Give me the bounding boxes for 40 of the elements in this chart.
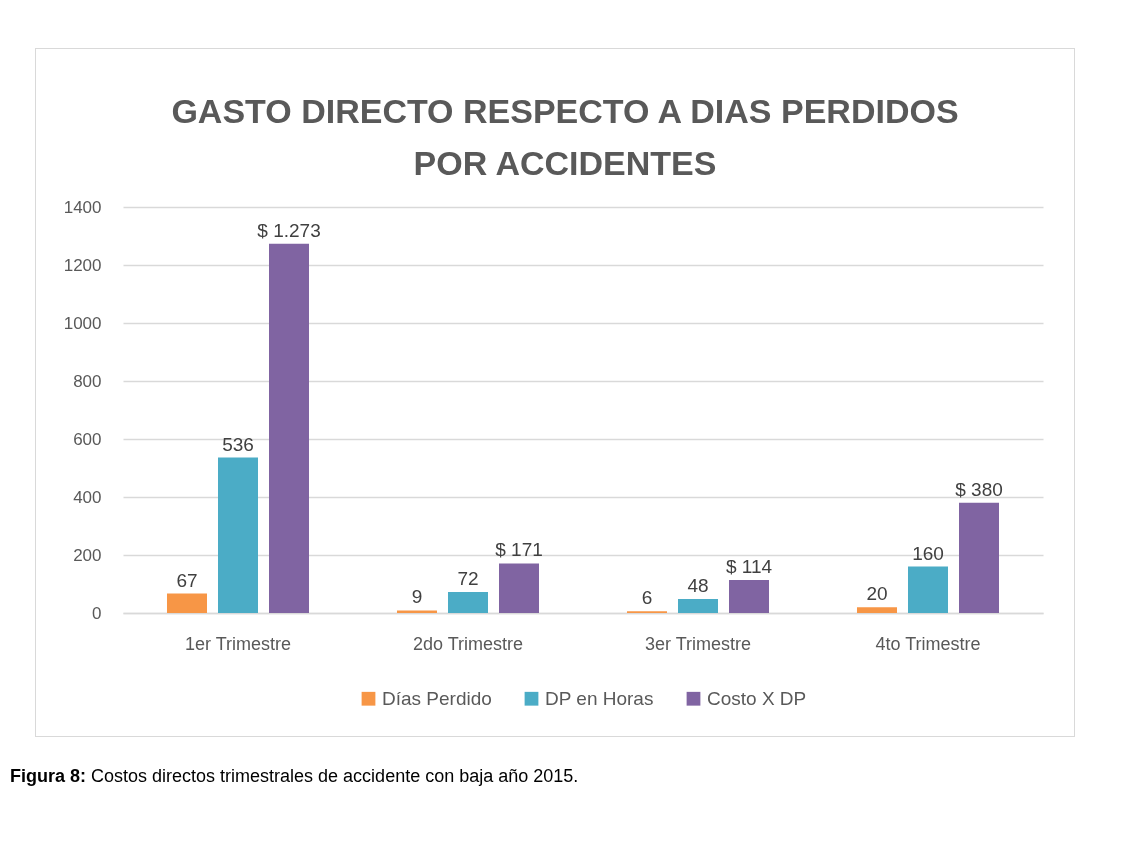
y-tick-label: 400 [73,487,102,507]
y-tick-label: 1400 [63,197,102,217]
bar [908,566,948,613]
bar [959,502,1000,613]
legend-label: Días Perdido [382,687,492,709]
data-label: 67 [176,569,198,591]
data-label: 9 [411,586,423,608]
data-label: 48 [687,575,709,597]
y-tick-label: 200 [73,545,102,565]
x-tick-label: 4to Trimestre [875,633,981,654]
bar [499,563,540,613]
y-tick-label: 800 [73,371,102,391]
data-label: 20 [866,583,888,605]
bar [269,243,310,613]
legend-label: DP en Horas [545,687,654,709]
y-tick-label: 600 [73,429,102,449]
data-label: 160 [912,542,944,564]
x-tick-label: 2do Trimestre [412,633,524,654]
bar [218,457,258,613]
legend-label: Costo X DP [707,687,807,709]
x-tick-label: 3er Trimestre [644,633,752,654]
data-label: $ 380 [955,478,1003,500]
bar [729,579,770,613]
data-label: 6 [641,587,653,609]
y-tick-label: 1000 [63,313,102,333]
data-label: 536 [222,433,254,455]
data-label: $ 114 [725,555,773,577]
y-tick-label: 0 [92,603,102,623]
x-tick-label: 1er Trimestre [184,633,292,654]
data-label: $ 171 [495,539,543,561]
bar [856,607,897,613]
data-label: 72 [457,568,479,590]
data-label: $ 1.273 [257,219,321,241]
bar [396,610,437,613]
text: Figura 8: Costos directos trimestrales de accidente con baja año 2015. [10,766,579,787]
bar [166,593,207,613]
chart-title: GASTO DIRECTO RESPECTO A DIAS PERDIDOS POR ACCIDENTES [171,92,959,182]
bar [678,599,718,613]
bar [448,592,488,613]
y-tick-label: 1200 [63,255,102,275]
